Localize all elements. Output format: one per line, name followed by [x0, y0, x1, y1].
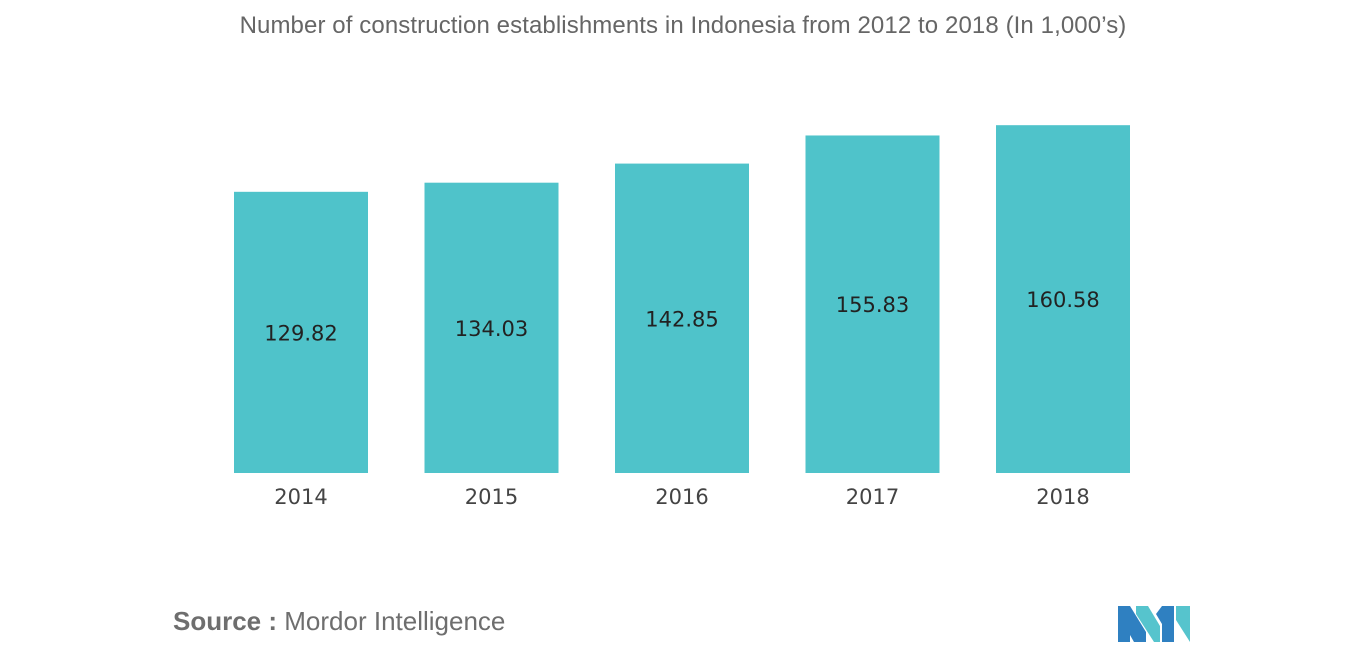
- value-label-2016: 142.85: [645, 307, 718, 331]
- bars-group: [234, 125, 1130, 474]
- bar-2016: [615, 163, 749, 473]
- x-tick-labels-group: 2014 2015 2016 2017 2018: [274, 485, 1089, 509]
- value-label-2015: 134.03: [455, 317, 528, 341]
- mordor-intelligence-logo-icon: [1118, 606, 1190, 642]
- x-tick-label-2017: 2017: [846, 485, 899, 509]
- value-label-2018: 160.58: [1026, 288, 1099, 312]
- bar-2014: [234, 191, 368, 473]
- bar-2017: [805, 135, 940, 473]
- x-tick-label-2018: 2018: [1036, 485, 1089, 509]
- bar-2015: [424, 182, 559, 473]
- x-tick-label-2015: 2015: [465, 485, 518, 509]
- value-label-2014: 129.82: [264, 321, 337, 345]
- x-tick-label-2016: 2016: [655, 485, 708, 509]
- source-note: Source : Mordor Intelligence: [173, 606, 505, 637]
- bar-2018: [996, 125, 1130, 474]
- source-text: Mordor Intelligence: [284, 606, 506, 636]
- chart-title: Number of construction establishments in…: [239, 12, 1127, 39]
- value-label-2017: 155.83: [836, 293, 909, 317]
- source-label: Source :: [173, 606, 278, 636]
- value-labels-group: 129.82 134.03 142.85 155.83 160.58: [264, 288, 1099, 345]
- x-tick-label-2014: 2014: [274, 485, 327, 509]
